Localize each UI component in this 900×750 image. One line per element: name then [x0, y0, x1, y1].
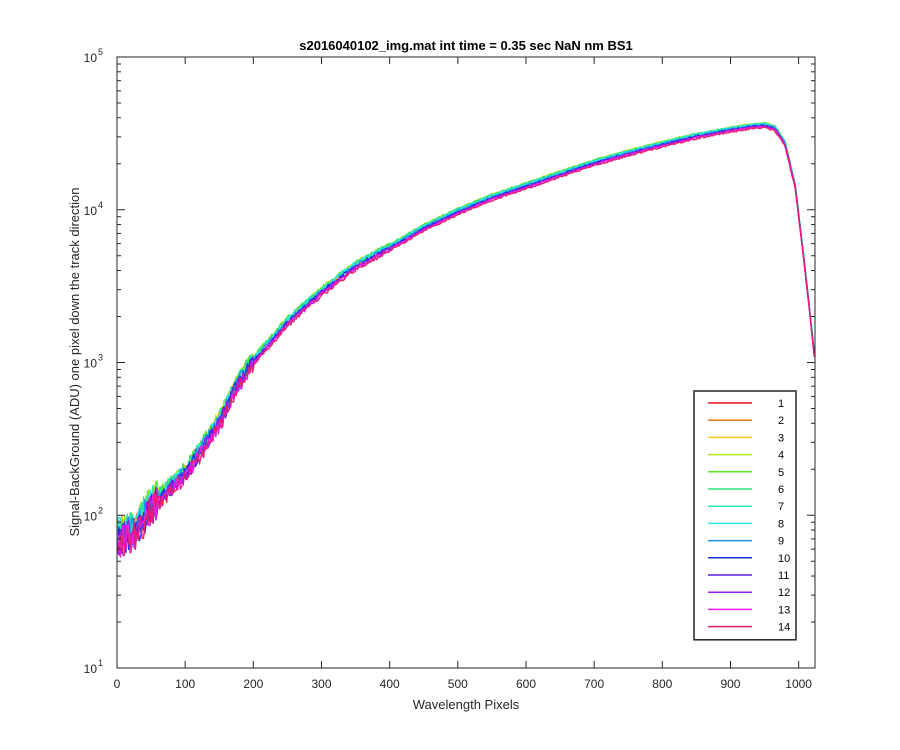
y-tick-base: 10 — [84, 204, 98, 218]
legend-item: 10 — [708, 553, 790, 565]
legend-label: 6 — [778, 484, 784, 496]
legend-item: 8 — [708, 518, 784, 530]
y-tick-exponent: 2 — [98, 505, 103, 515]
legend-label: 12 — [778, 587, 790, 599]
legend-label: 13 — [778, 604, 790, 616]
series-line-14 — [117, 126, 815, 557]
y-tick-label: 10 — [84, 662, 98, 676]
x-axis-label: Wavelength Pixels — [413, 697, 520, 712]
x-tick-label: 0 — [114, 677, 121, 691]
x-tick-label: 500 — [448, 677, 468, 691]
x-axis: 0 100 200 300 400 500 600 700 800 900 1000 — [114, 57, 812, 691]
legend-label: 7 — [778, 501, 784, 513]
legend-item: 11 — [708, 570, 789, 582]
legend-label: 1 — [778, 398, 784, 410]
legend-label: 11 — [778, 570, 789, 582]
legend-item: 7 — [708, 501, 784, 513]
y-tick-base: 10 — [84, 51, 98, 65]
y-tick-exponent: 5 — [98, 47, 103, 57]
y-tick-label: 10 — [84, 509, 98, 523]
x-tick-label: 1000 — [785, 677, 812, 691]
y-tick-base: 10 — [84, 509, 98, 523]
legend-item: 6 — [708, 484, 784, 496]
legend-label: 14 — [778, 622, 790, 634]
y-tick-exponent: 1 — [98, 658, 103, 668]
x-tick-label: 200 — [243, 677, 263, 691]
x-tick-label: 100 — [175, 677, 195, 691]
x-tick-label: 600 — [516, 677, 536, 691]
x-tick-label: 300 — [311, 677, 331, 691]
legend-label: 9 — [778, 536, 784, 548]
y-tick-exponent: 4 — [98, 200, 103, 210]
legend-label: 4 — [778, 450, 784, 462]
legend-label: 3 — [778, 432, 784, 444]
legend-label: 8 — [778, 518, 784, 530]
legend-item: 12 — [708, 587, 790, 599]
x-tick-label: 900 — [720, 677, 740, 691]
legend-item: 4 — [708, 450, 784, 462]
legend-item: 2 — [708, 415, 784, 427]
y-tick-label: 10 — [84, 51, 98, 65]
legend-item: 1 — [708, 398, 784, 410]
y-tick-exponent: 3 — [98, 353, 103, 363]
y-tick-base: 10 — [84, 662, 98, 676]
legend-label: 2 — [778, 415, 784, 427]
y-axis-label: Signal-BackGround (ADU) one pixel down t… — [67, 187, 82, 536]
legend-item: 13 — [708, 604, 790, 616]
y-tick-base: 10 — [84, 357, 98, 371]
legend-box — [693, 390, 797, 641]
legend-item: 3 — [708, 432, 784, 444]
x-tick-label: 700 — [584, 677, 604, 691]
legend-label: 5 — [778, 467, 784, 479]
series-line-9 — [117, 123, 815, 554]
x-tick-label: 400 — [380, 677, 400, 691]
y-tick-label: 10 — [84, 357, 98, 371]
legend-item: 14 — [708, 622, 790, 634]
y-tick-label: 10 — [84, 204, 98, 218]
series-layer — [117, 121, 815, 558]
x-tick-label: 800 — [652, 677, 672, 691]
chart-title: s2016040102_img.mat int time = 0.35 sec … — [299, 38, 633, 53]
legend-item: 9 — [708, 536, 784, 548]
legend-item: 5 — [708, 467, 784, 479]
legend-label: 10 — [778, 553, 790, 565]
